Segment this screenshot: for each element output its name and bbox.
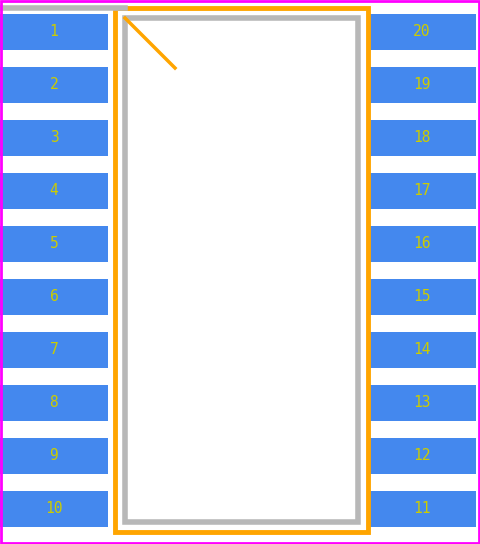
Text: 7: 7 [49, 342, 59, 357]
Bar [115, 8, 368, 532]
Bar [0, 66, 108, 102]
Bar [368, 14, 476, 50]
Bar [368, 279, 476, 314]
Text: 1: 1 [49, 24, 59, 39]
Bar [368, 385, 476, 421]
Text: 14: 14 [413, 342, 431, 357]
Bar [0, 437, 108, 473]
Bar [368, 491, 476, 527]
Text: 4: 4 [49, 183, 59, 198]
Bar [368, 437, 476, 473]
Text: 6: 6 [49, 289, 59, 304]
Text: 18: 18 [413, 130, 431, 145]
Text: 5: 5 [49, 236, 59, 251]
Text: 16: 16 [413, 236, 431, 251]
Text: 13: 13 [413, 395, 431, 410]
Text: 19: 19 [413, 77, 431, 92]
Bar [368, 66, 476, 102]
Bar [0, 491, 108, 527]
Text: 3: 3 [49, 130, 59, 145]
Text: 12: 12 [413, 448, 431, 463]
Text: 9: 9 [49, 448, 59, 463]
Bar [0, 385, 108, 421]
Bar [368, 120, 476, 156]
Bar [0, 120, 108, 156]
Bar [125, 18, 358, 522]
Bar [0, 172, 108, 208]
Text: 2: 2 [49, 77, 59, 92]
Text: 20: 20 [413, 24, 431, 39]
Bar [368, 172, 476, 208]
Bar [0, 226, 108, 262]
Bar [0, 279, 108, 314]
Text: 10: 10 [45, 501, 63, 516]
Bar [0, 14, 108, 50]
Bar [368, 226, 476, 262]
Text: 11: 11 [413, 501, 431, 516]
Text: 15: 15 [413, 289, 431, 304]
Text: 8: 8 [49, 395, 59, 410]
Text: 17: 17 [413, 183, 431, 198]
Bar [0, 331, 108, 368]
Bar [368, 331, 476, 368]
